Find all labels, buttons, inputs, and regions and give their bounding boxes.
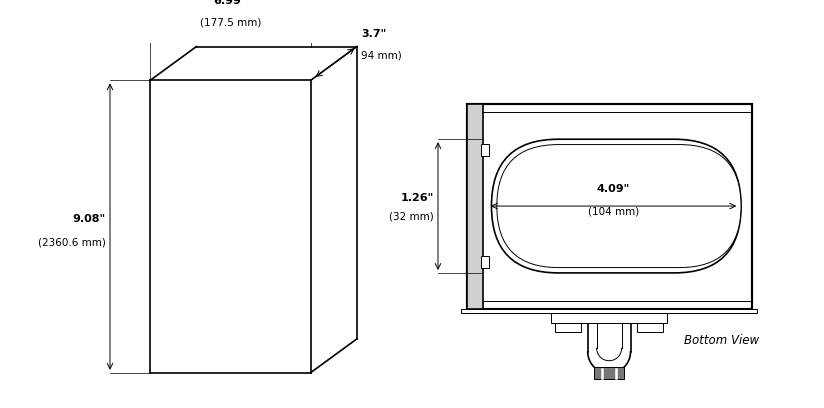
Bar bbox=[555, 323, 582, 332]
Bar bbox=[637, 323, 663, 332]
Bar bbox=[594, 367, 625, 379]
Text: (177.5 mm): (177.5 mm) bbox=[199, 17, 261, 27]
Text: (2360.6 mm): (2360.6 mm) bbox=[38, 237, 105, 248]
Bar bbox=[480, 144, 489, 156]
Text: (104 mm): (104 mm) bbox=[588, 206, 639, 216]
Bar bbox=[480, 256, 489, 268]
Bar bbox=[466, 104, 751, 308]
Bar bbox=[551, 313, 667, 323]
Text: Bottom View: Bottom View bbox=[684, 333, 759, 346]
Bar bbox=[466, 104, 483, 308]
Bar bbox=[461, 308, 757, 313]
Text: 6.99": 6.99" bbox=[213, 0, 247, 7]
Text: (32 mm): (32 mm) bbox=[389, 212, 433, 222]
Text: 9.08": 9.08" bbox=[73, 215, 105, 224]
FancyBboxPatch shape bbox=[497, 144, 741, 268]
Text: 94 mm): 94 mm) bbox=[362, 50, 402, 60]
Text: 1.26": 1.26" bbox=[400, 193, 433, 203]
Text: 4.09": 4.09" bbox=[597, 184, 630, 193]
Text: 3.7": 3.7" bbox=[362, 29, 386, 40]
FancyBboxPatch shape bbox=[491, 139, 741, 273]
